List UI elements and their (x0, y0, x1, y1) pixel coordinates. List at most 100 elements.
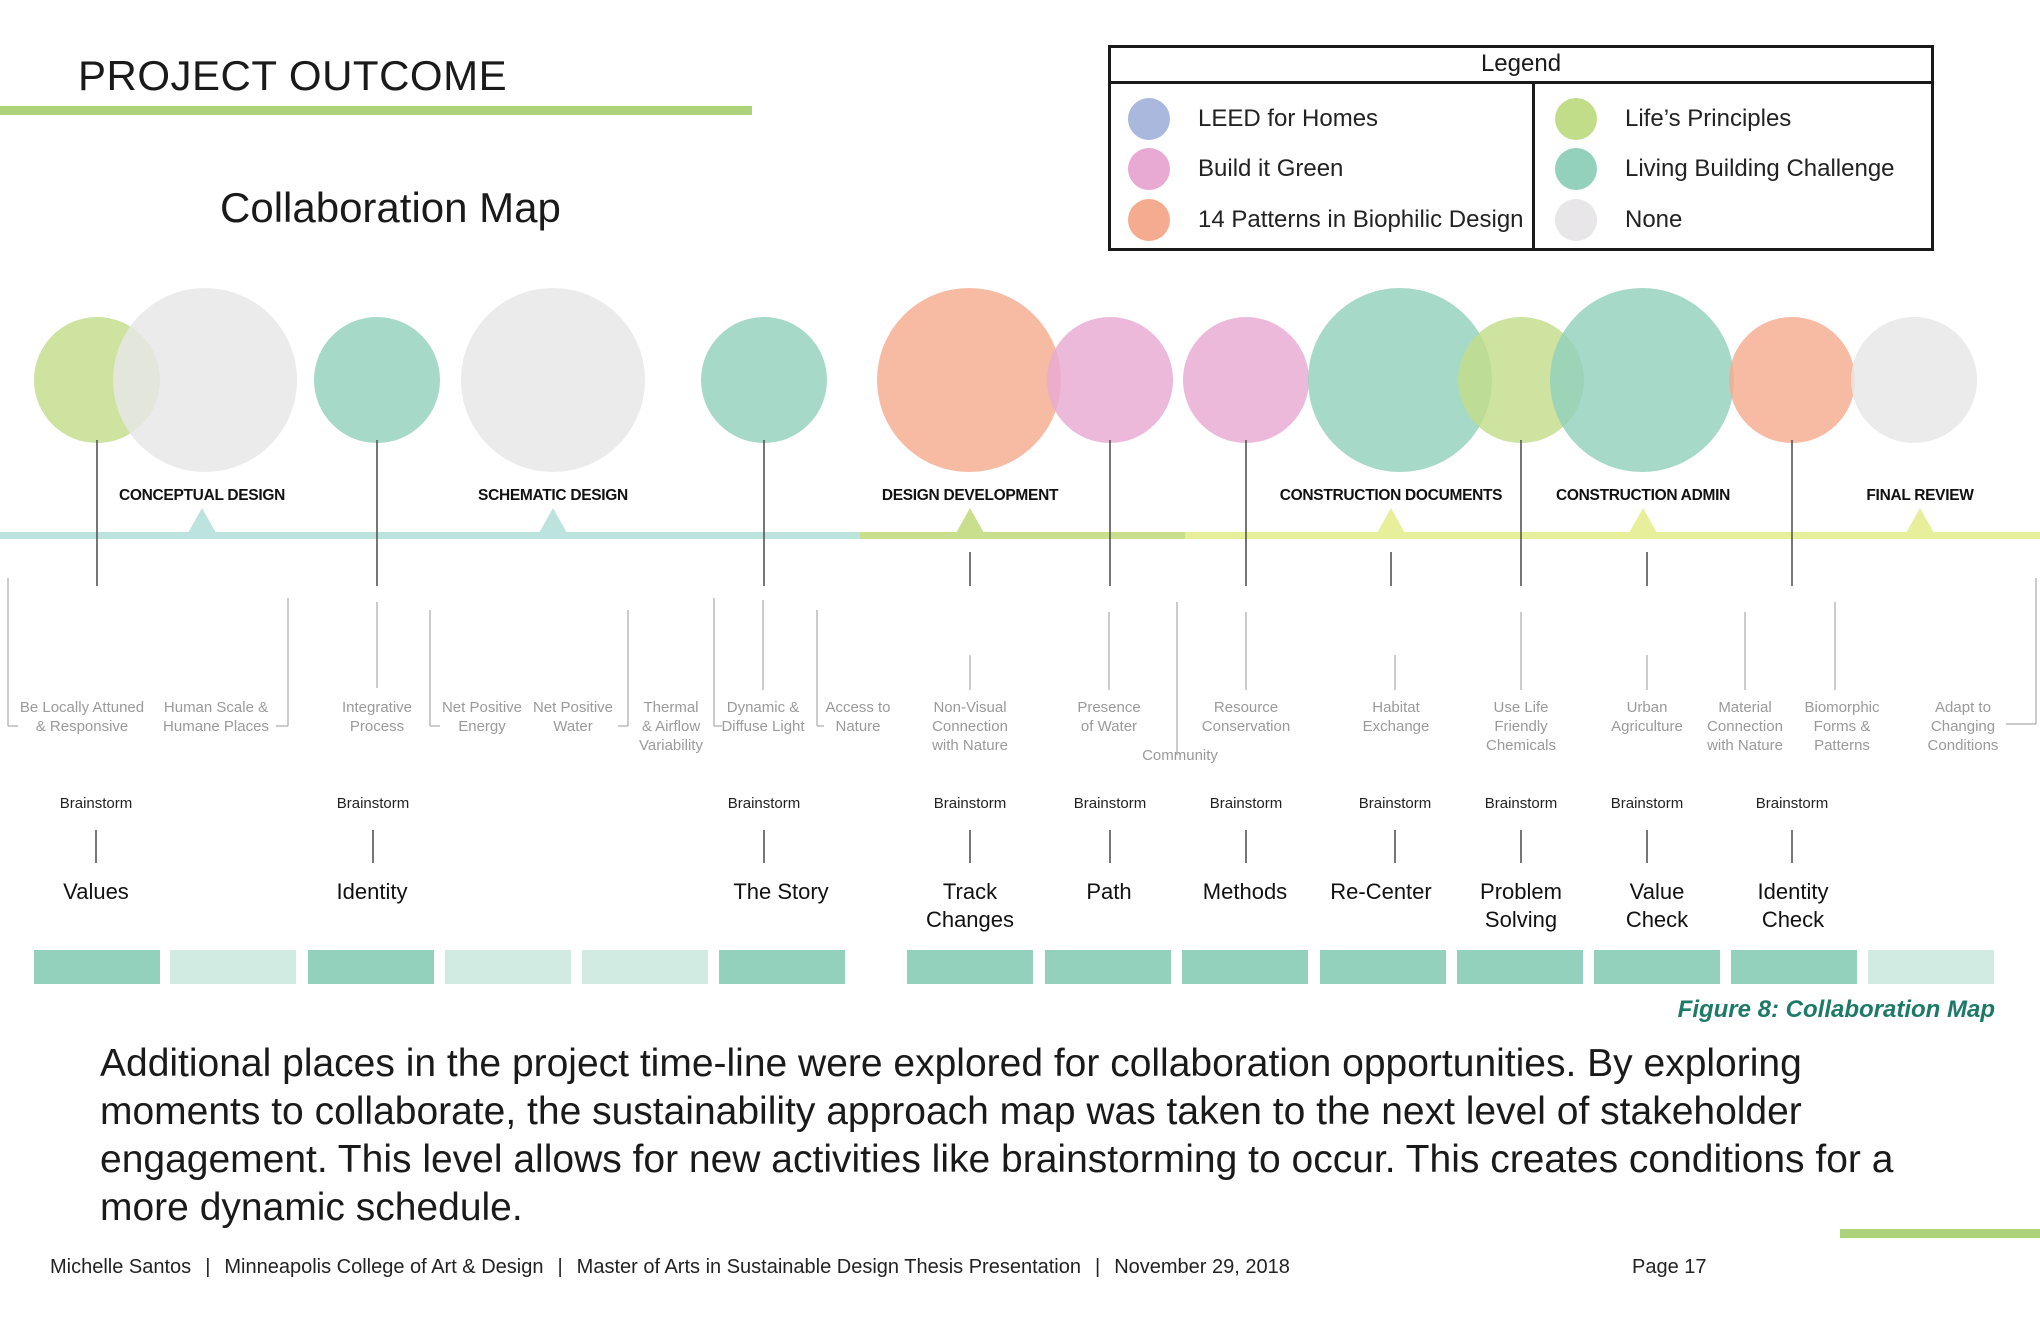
brainstorm-label-line: Brainstorm (1485, 795, 1558, 812)
topic-label-line: Habitat (1372, 699, 1420, 716)
activity-label-line: Value (1630, 879, 1685, 904)
topic-label-line: Changing (1931, 718, 1995, 735)
activity-label-line: Problem (1480, 879, 1562, 904)
phase-label: DESIGN DEVELOPMENT (882, 487, 1059, 504)
topic-label-line: with Nature (931, 737, 1008, 754)
legend-label: LEED for Homes (1198, 105, 1379, 132)
topic-label-line: Non-Visual (933, 699, 1006, 716)
timeline-segment-green (860, 532, 1185, 539)
topic-label: Urban Agriculture (1611, 699, 1683, 735)
topic-label: Access to Nature (825, 699, 890, 735)
topic-label-line: Diffuse Light (721, 718, 805, 735)
activity-label: Value Check (1626, 879, 1689, 932)
topic-label-line: Community (1142, 747, 1218, 764)
bubble-build-it-green (1183, 317, 1309, 443)
bubble-living-building (1308, 288, 1492, 472)
phase-label: CONSTRUCTION DOCUMENTS (1280, 487, 1502, 504)
footer-school: Minneapolis College of Art & Design (224, 1256, 544, 1278)
legend: Legend LEED for Homes Build it Green 14 … (1108, 45, 1934, 251)
footer-program: Master of Arts in Sustainable Design The… (576, 1256, 1081, 1278)
legend-swatch (1128, 98, 1170, 140)
schedule-block-dark (1320, 950, 1446, 984)
legend-swatch (1555, 199, 1597, 241)
topic-label: Non-Visual Connection with Nature (931, 699, 1008, 754)
footer-date: November 29, 2018 (1114, 1256, 1290, 1278)
topic-label-line: Nature (835, 718, 880, 735)
legend-item: LEED for Homes (1128, 97, 1378, 141)
legend-label: 14 Patterns in Biophilic Design (1198, 206, 1524, 233)
timeline-segment-teal (0, 532, 860, 539)
topic-label: Resource Conservation (1202, 699, 1290, 735)
body-paragraph: Additional places in the project time-li… (100, 1042, 1894, 1229)
topic-label-line: Conservation (1202, 718, 1290, 735)
brainstorm-label: Brainstorm (1485, 795, 1558, 812)
topic-label: Be Locally Attuned & Responsive (20, 699, 144, 735)
topic-label: Habitat Exchange (1363, 699, 1430, 735)
page-number: Page 17 (1632, 1256, 1707, 1278)
legend-swatch (1555, 98, 1597, 140)
topic-label-line: Be Locally Attuned (20, 699, 144, 716)
legend-item: Living Building Challenge (1555, 147, 1895, 191)
topic-label: Biomorphic Forms & Patterns (1804, 699, 1880, 754)
brainstorm-label-line: Brainstorm (60, 795, 133, 812)
topic-label-line: Chemicals (1486, 737, 1556, 754)
phase-label: FINAL REVIEW (1866, 487, 1974, 504)
activity-label: Identity Check (1758, 879, 1829, 932)
phase-label-line: CONSTRUCTION DOCUMENTS (1280, 487, 1502, 504)
brainstorm-label: Brainstorm (728, 795, 801, 812)
bubble-build-it-green (1047, 317, 1173, 443)
topic-label-line: Patterns (1814, 737, 1870, 754)
legend-title: Legend (1111, 48, 1931, 84)
topic-label-line: Friendly (1494, 718, 1548, 735)
topic-label-line: Connection (932, 718, 1008, 735)
topic-label-line: Dynamic & (727, 699, 800, 716)
activity-label-line: Changes (926, 907, 1014, 932)
phase-marker-triangle (1906, 508, 1934, 533)
brainstorm-label-line: Brainstorm (1074, 795, 1147, 812)
phase-label: SCHEMATIC DESIGN (478, 487, 628, 504)
bubble-living-building (1550, 288, 1734, 472)
topic-label-line: Urban (1627, 699, 1668, 716)
topic-label: Net Positive Energy (442, 699, 522, 735)
bubble-living-building (701, 317, 827, 443)
topic-label: Use Life Friendly Chemicals (1486, 699, 1556, 754)
activity-label: Methods (1203, 879, 1287, 904)
activity-label-line: Track (943, 879, 998, 904)
activity-label-line: Check (1626, 907, 1689, 932)
phase-label: CONCEPTUAL DESIGN (119, 487, 285, 504)
legend-swatch (1555, 148, 1597, 190)
topic-label-line: Access to (825, 699, 890, 716)
legend-item: Life’s Principles (1555, 97, 1791, 141)
map-title: Collaboration Map (220, 184, 561, 231)
legend-label: Life’s Principles (1625, 105, 1792, 132)
legend-swatch (1128, 199, 1170, 241)
topic-label-line: of Water (1081, 718, 1137, 735)
phase-marker-triangle (539, 508, 567, 533)
timeline-segment-yellow (1185, 532, 2040, 539)
activity-label-line: Values (63, 879, 129, 904)
topic-label: Dynamic & Diffuse Light (721, 699, 805, 735)
phase-marker-triangle (956, 508, 984, 533)
bubble-biophilic (1729, 317, 1855, 443)
topic-label-line: Energy (458, 718, 506, 735)
page-title: PROJECT OUTCOME (78, 52, 508, 99)
bubble-lifes-principles (1458, 317, 1584, 443)
brainstorm-label: Brainstorm (1210, 795, 1283, 812)
activity-label-line: Solving (1485, 907, 1557, 932)
phase-label-line: CONCEPTUAL DESIGN (119, 487, 285, 504)
topic-label-line: Integrative (342, 699, 412, 716)
schedule-block-dark (1594, 950, 1720, 984)
topic-label-line: Water (553, 718, 592, 735)
brainstorm-label: Brainstorm (1756, 795, 1829, 812)
topic-label: Net Positive Water (533, 699, 613, 735)
phase-marker-triangle (188, 508, 216, 533)
phase-marker-triangle (1377, 508, 1405, 533)
schedule-block-light (170, 950, 296, 984)
brainstorm-label: Brainstorm (1074, 795, 1147, 812)
topic-label-line: & Airflow (642, 718, 701, 735)
activity-label-line: Path (1086, 879, 1131, 904)
collaboration-map-diagram: CONCEPTUAL DESIGN SCHEMATIC DESIGN DESIGN … (0, 288, 2040, 984)
brainstorm-label-line: Brainstorm (1611, 795, 1684, 812)
topic-label-line: Adapt to (1935, 699, 1991, 716)
activity-label: Re-Center (1330, 879, 1431, 904)
